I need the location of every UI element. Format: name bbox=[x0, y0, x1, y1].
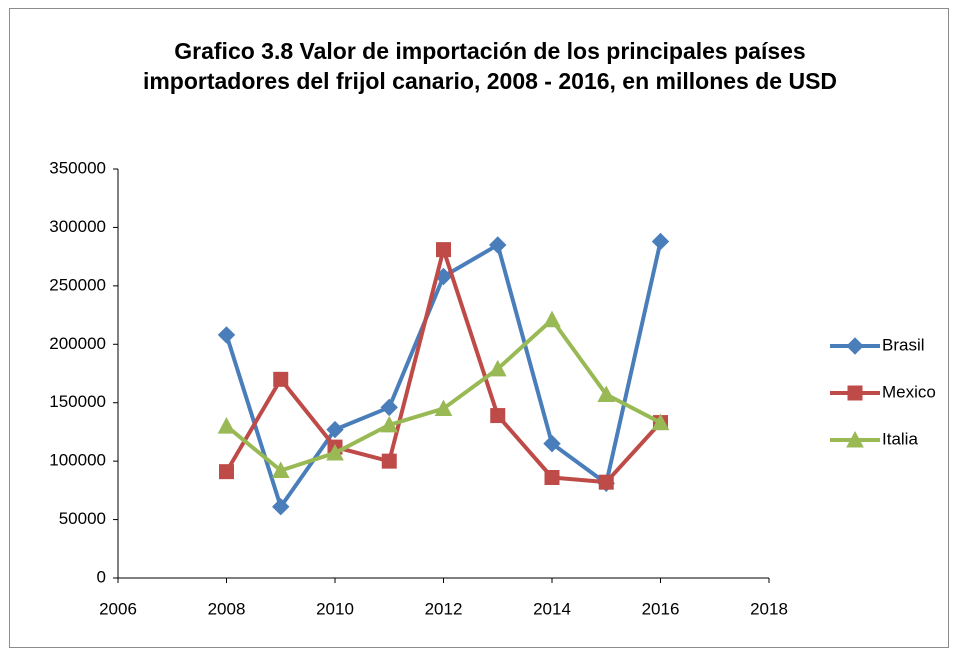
x-tick-label: 2016 bbox=[642, 599, 680, 618]
marker bbox=[544, 470, 560, 486]
marker bbox=[380, 398, 398, 417]
y-tick-label: 200000 bbox=[49, 334, 106, 353]
y-tick-label: 300000 bbox=[49, 217, 106, 236]
marker bbox=[434, 399, 453, 417]
marker bbox=[380, 415, 399, 433]
x-tick-label: 2008 bbox=[208, 599, 246, 618]
legend-label: Mexico bbox=[882, 382, 936, 401]
legend-marker bbox=[847, 385, 863, 401]
marker bbox=[598, 474, 614, 490]
legend-marker bbox=[846, 337, 864, 355]
legend-label: Brasil bbox=[882, 335, 925, 354]
marker bbox=[271, 461, 290, 478]
marker bbox=[381, 453, 397, 469]
marker bbox=[436, 242, 451, 258]
marker bbox=[543, 434, 561, 453]
marker bbox=[597, 385, 616, 403]
x-tick-label: 2006 bbox=[99, 599, 137, 618]
y-tick-label: 100000 bbox=[49, 451, 106, 470]
y-tick-label: 50000 bbox=[59, 509, 106, 528]
y-tick-label: 350000 bbox=[49, 158, 106, 177]
x-tick-label: 2012 bbox=[425, 599, 463, 618]
marker bbox=[326, 443, 344, 461]
marker bbox=[217, 417, 236, 434]
marker bbox=[543, 310, 561, 328]
marker bbox=[219, 464, 234, 480]
y-tick-label: 150000 bbox=[49, 392, 106, 411]
legend-marker bbox=[846, 430, 864, 448]
marker bbox=[489, 236, 507, 254]
marker bbox=[272, 498, 290, 516]
marker bbox=[488, 359, 507, 377]
marker bbox=[273, 371, 289, 387]
marker bbox=[651, 413, 670, 431]
marker bbox=[326, 420, 344, 439]
x-tick-label: 2010 bbox=[316, 599, 354, 618]
legend-label: Italia bbox=[882, 429, 918, 448]
chart-title: Grafico 3.8 Valor de importación de los … bbox=[142, 38, 838, 94]
marker bbox=[651, 232, 670, 251]
y-tick-label: 250000 bbox=[49, 275, 106, 294]
y-tick-label: 0 bbox=[97, 567, 106, 586]
x-tick-label: 2018 bbox=[750, 599, 788, 618]
marker bbox=[217, 326, 236, 344]
marker bbox=[490, 408, 506, 424]
x-tick-label: 2014 bbox=[533, 599, 571, 618]
